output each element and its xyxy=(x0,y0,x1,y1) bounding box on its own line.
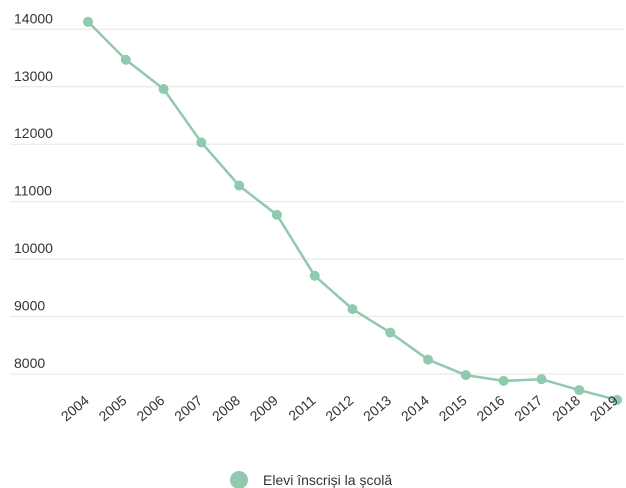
y-tick-label: 12000 xyxy=(14,125,53,141)
data-point-2008[interactable] xyxy=(234,180,245,191)
data-point-2016[interactable] xyxy=(498,375,509,386)
x-tick-label: 2014 xyxy=(398,392,432,424)
legend[interactable]: Elevi înscriși la școlă xyxy=(230,471,392,488)
y-tick-label: 13000 xyxy=(14,68,53,84)
data-point-2006[interactable] xyxy=(158,84,169,95)
y-tick-label: 14000 xyxy=(14,10,53,26)
data-point-2009[interactable] xyxy=(271,209,282,220)
data-point-2012[interactable] xyxy=(347,304,358,315)
data-point-2017[interactable] xyxy=(536,374,547,385)
y-tick-label: 10000 xyxy=(14,240,53,256)
x-tick-label: 2007 xyxy=(171,392,205,424)
series-line xyxy=(87,20,618,402)
x-tick-label: 2011 xyxy=(285,392,319,424)
y-tick-label: 11000 xyxy=(14,183,52,199)
data-point-2014[interactable] xyxy=(423,354,434,365)
legend-marker xyxy=(230,471,248,488)
data-points xyxy=(83,16,622,405)
x-tick-label: 2008 xyxy=(209,392,243,424)
x-tick-label: 2016 xyxy=(473,392,507,424)
data-point-2005[interactable] xyxy=(120,54,131,65)
y-axis-ticks: 14000 13000 12000 11000 10000 9000 8000 xyxy=(14,10,53,371)
x-tick-label: 2018 xyxy=(549,392,583,424)
data-point-2018[interactable] xyxy=(574,385,585,396)
y-tick-label: 8000 xyxy=(14,355,45,371)
x-tick-label: 2012 xyxy=(322,392,356,424)
legend-label: Elevi înscriși la școlă xyxy=(263,472,392,488)
x-tick-label: 2009 xyxy=(247,392,281,424)
data-point-2011[interactable] xyxy=(309,270,320,281)
data-point-2004[interactable] xyxy=(83,16,93,27)
data-point-2019[interactable] xyxy=(612,394,622,405)
data-point-2013[interactable] xyxy=(385,327,396,338)
data-point-2015[interactable] xyxy=(460,370,471,381)
x-tick-label: 2004 xyxy=(58,392,92,424)
x-tick-label: 2017 xyxy=(511,392,545,424)
x-axis-ticks: 2004 2005 2006 2007 2008 2009 2011 2012 2013 2014… xyxy=(58,392,621,424)
data-point-2007[interactable] xyxy=(196,137,207,148)
gridlines xyxy=(10,28,624,375)
x-tick-label: 2006 xyxy=(133,392,167,424)
x-tick-label: 2005 xyxy=(96,392,130,424)
x-tick-label: 2015 xyxy=(436,392,470,424)
x-tick-label: 2013 xyxy=(360,392,394,424)
y-tick-label: 9000 xyxy=(14,298,45,314)
